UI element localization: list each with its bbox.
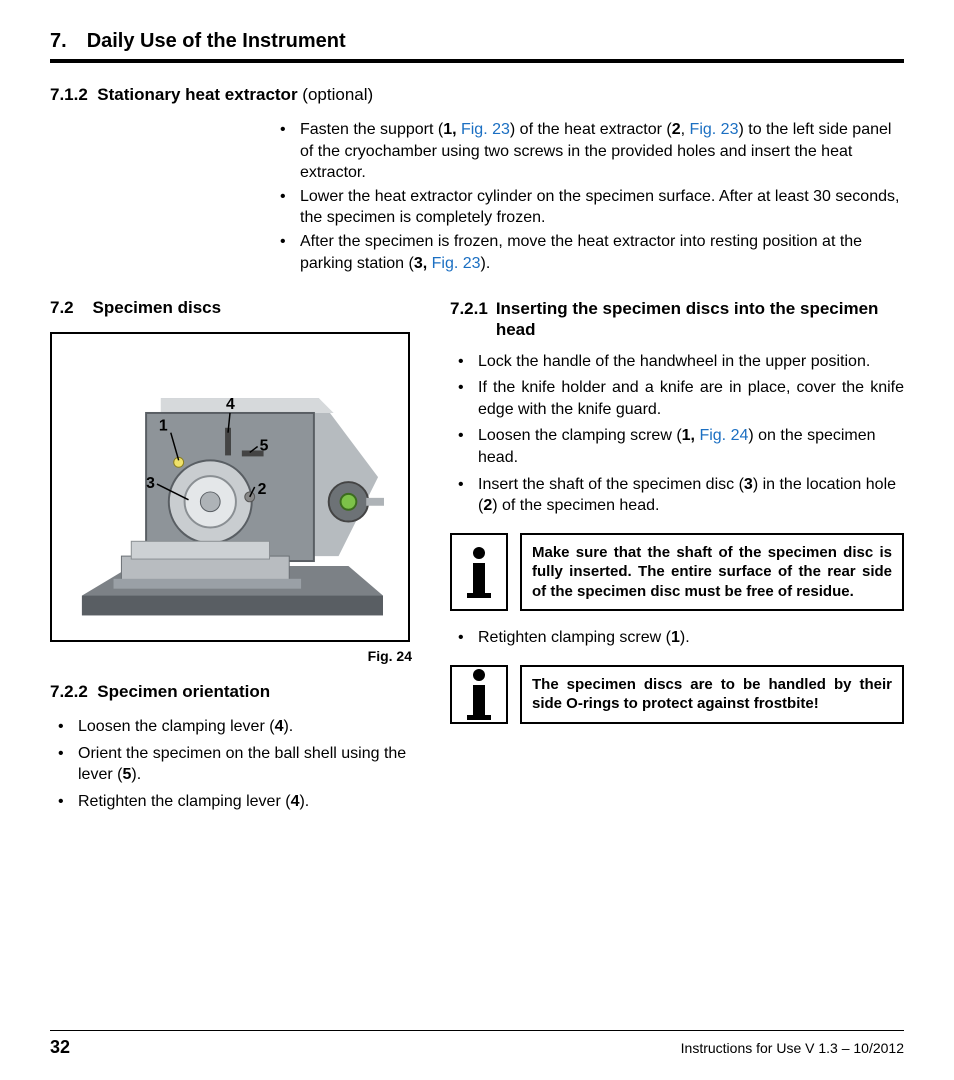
section-712-title: Stationary heat extractor — [97, 85, 297, 104]
callout-5: 5 — [260, 438, 269, 455]
section-722-title: Specimen orientation — [97, 682, 270, 701]
bullet-item: After the specimen is frozen, move the h… — [280, 231, 904, 274]
bullet-item: Fasten the support (1, Fig. 23) of the h… — [280, 119, 904, 184]
info-note-2: The specimen discs are to be handled by … — [450, 665, 904, 724]
footer-version: Instructions for Use V 1.3 – 10/2012 — [681, 1040, 904, 1056]
info-icon — [450, 533, 508, 612]
bullet-item: Insert the shaft of the specimen disc (3… — [450, 474, 904, 517]
info-icon — [450, 665, 508, 724]
two-column-layout: 7.2 Specimen discs — [50, 298, 904, 817]
fig-link[interactable]: Fig. 23 — [427, 255, 480, 272]
figure-caption: Fig. 24 — [50, 648, 430, 664]
section-712-num: 7.1.2 — [50, 85, 88, 104]
bullet-item: Lock the handle of the handwheel in the … — [450, 351, 904, 373]
section-72-num: 7.2 — [50, 298, 74, 317]
callout-2: 2 — [258, 481, 267, 498]
page-number: 32 — [50, 1037, 70, 1058]
bullet-item: Loosen the clamping screw (1, Fig. 24) o… — [450, 425, 904, 468]
left-column: 7.2 Specimen discs — [50, 298, 430, 817]
bullet-item: If the knife holder and a knife are in p… — [450, 377, 904, 420]
section-722: 7.2.2 Specimen orientation Loosen the cl… — [50, 682, 430, 812]
section-72-title: Specimen discs — [93, 298, 222, 317]
bullet-item: Loosen the clamping lever (4). — [50, 716, 430, 738]
page-footer: 32 Instructions for Use V 1.3 – 10/2012 — [50, 1030, 904, 1058]
section-722-heading: 7.2.2 Specimen orientation — [50, 682, 430, 702]
chapter-number: 7. — [50, 30, 67, 53]
section-721-heading: 7.2.1 Inserting the specimen discs into … — [450, 298, 904, 341]
instrument-diagram: 1 3 2 4 5 — [52, 334, 408, 640]
fig-link[interactable]: Fig. 24 — [695, 427, 748, 444]
section-72-heading: 7.2 Specimen discs — [50, 298, 430, 318]
section-721-num: 7.2.1 — [450, 298, 488, 341]
chapter-title: Daily Use of the Instrument — [87, 30, 346, 53]
section-721-bullets: Lock the handle of the handwheel in the … — [450, 351, 904, 517]
fig-link[interactable]: Fig. 23 — [457, 121, 510, 138]
chapter-header: 7. Daily Use of the Instrument — [50, 30, 904, 63]
section-721-title: Inserting the specimen discs into the sp… — [496, 298, 904, 341]
section-722-num: 7.2.2 — [50, 682, 88, 701]
info-text: The specimen discs are to be handled by … — [520, 665, 904, 724]
section-712-heading: 7.1.2 Stationary heat extractor (optiona… — [50, 85, 904, 105]
fig-link[interactable]: Fig. 23 — [690, 121, 739, 138]
bullet-item: Retighten the clamping lever (4). — [50, 791, 430, 813]
right-column: 7.2.1 Inserting the specimen discs into … — [450, 298, 904, 817]
bullet-item: Retighten clamping screw (1). — [450, 627, 904, 649]
callout-1: 1 — [159, 418, 168, 435]
bullet-item: Lower the heat extractor cylinder on the… — [280, 186, 904, 229]
section-712-optional: (optional) — [302, 85, 373, 104]
figure-24: 1 3 2 4 5 — [50, 332, 410, 642]
info-text: Make sure that the shaft of the specimen… — [520, 533, 904, 612]
bullet-item: Orient the specimen on the ball shell us… — [50, 743, 430, 786]
info-note-1: Make sure that the shaft of the specimen… — [450, 533, 904, 612]
section-712-bullets: Fasten the support (1, Fig. 23) of the h… — [50, 119, 904, 274]
callout-3: 3 — [146, 475, 155, 492]
callout-4: 4 — [226, 396, 235, 413]
